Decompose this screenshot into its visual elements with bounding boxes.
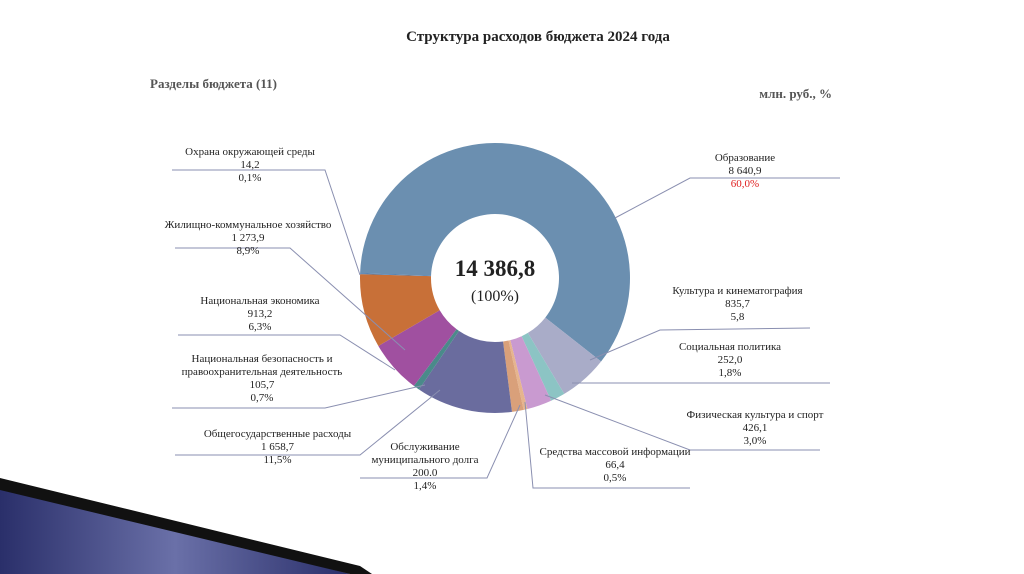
value-label: 14,2 <box>240 159 260 171</box>
category-label: Национальная экономика <box>200 295 320 307</box>
percent-label: 11,5% <box>263 454 292 466</box>
value-label: 1 658,7 <box>261 441 294 453</box>
data-label: Обслуживание муниципального долга 200.0 1,… <box>360 441 490 493</box>
category-label: Обслуживание муниципального долга <box>371 441 479 466</box>
data-label: Охрана окружающей среды 14,2 0,1% <box>170 146 330 185</box>
data-label: Средства массовой информации 66,4 0,5% <box>535 446 695 485</box>
leader-line <box>524 401 690 489</box>
data-label: Культура и кинематография 835,7 5,8 <box>660 285 815 324</box>
leader-line <box>360 404 521 479</box>
data-label: Социальная политика 252,0 1,8% <box>655 341 805 380</box>
percent-label: 1,8% <box>718 367 742 379</box>
leader-line <box>172 384 426 409</box>
category-label: Средства массовой информации <box>539 446 691 458</box>
center-share: (100%) <box>471 288 519 305</box>
wedge <box>503 340 524 412</box>
wedge <box>378 310 457 386</box>
value-label: 200.0 <box>412 467 438 479</box>
wedge <box>521 332 565 401</box>
data-label: Образование 8 640,9 60,0% <box>680 152 810 191</box>
value-label: 835,7 <box>725 298 750 310</box>
percent-label: 0,7% <box>250 392 274 404</box>
data-label: Физическая культура и спорт 426,1 3,0% <box>680 409 830 448</box>
category-label: Образование <box>714 152 776 164</box>
decoration <box>0 478 372 574</box>
chart-subtitle: Разделы бюджета (11) <box>150 76 277 91</box>
leader-line <box>172 169 361 276</box>
leaders <box>172 169 840 489</box>
units: млн. руб., % <box>759 86 832 101</box>
value-label: 66,4 <box>605 459 625 471</box>
value-label: 105,7 <box>249 379 275 391</box>
leader-line <box>589 327 811 361</box>
leader-line <box>178 334 396 371</box>
category-label: Охрана окружающей среды <box>185 146 315 158</box>
category-label: Культура и кинематография <box>672 285 803 297</box>
wedge <box>508 340 528 410</box>
value-label: 252,0 <box>717 354 743 366</box>
value-label: 426,1 <box>742 422 768 434</box>
percent-label: 1,4% <box>413 480 437 492</box>
value-label: 913,2 <box>247 308 273 320</box>
percent-label: 6,3% <box>248 321 272 333</box>
leader-line <box>544 394 820 451</box>
percent-label: 8,9% <box>236 245 260 257</box>
wedge <box>510 336 552 410</box>
category-label: Общегосударственные расходы <box>203 428 352 440</box>
percent-label: 0,5% <box>603 472 627 484</box>
category-label: Жилищно-коммунальное хозяйство <box>164 219 332 231</box>
wedge <box>413 329 459 390</box>
percent-label: 0,1% <box>238 172 262 184</box>
chart-title: Структура расходов бюджета 2024 года <box>406 29 670 45</box>
center-total: 14 386,8 <box>455 256 536 281</box>
leader-line <box>175 247 406 351</box>
data-label: Жилищно-коммунальное хозяйство 1 273,9 8,9… <box>158 219 338 258</box>
wedge <box>418 330 512 413</box>
wedge <box>360 273 432 277</box>
value-label: 1 273,9 <box>231 232 265 244</box>
data-label: Национальная безопасность и правоохранит… <box>172 353 352 405</box>
leader-line <box>175 389 441 456</box>
data-label: Национальная экономика 913,2 6,3% <box>180 295 340 334</box>
percent-label: 3,0% <box>743 435 767 447</box>
value-label: 8 640,9 <box>728 165 762 177</box>
category-label: Национальная безопасность и правоохранит… <box>181 353 343 378</box>
wedge <box>527 317 602 394</box>
wedge <box>360 142 630 362</box>
percent-label: 5,8 <box>730 311 745 323</box>
percent-label: 60,0% <box>730 178 760 190</box>
data-label: Общегосударственные расходы 1 658,7 11,5% <box>190 428 365 467</box>
leader-line <box>614 177 840 219</box>
category-label: Социальная политика <box>678 341 782 353</box>
category-label: Физическая культура и спорт <box>686 409 824 421</box>
